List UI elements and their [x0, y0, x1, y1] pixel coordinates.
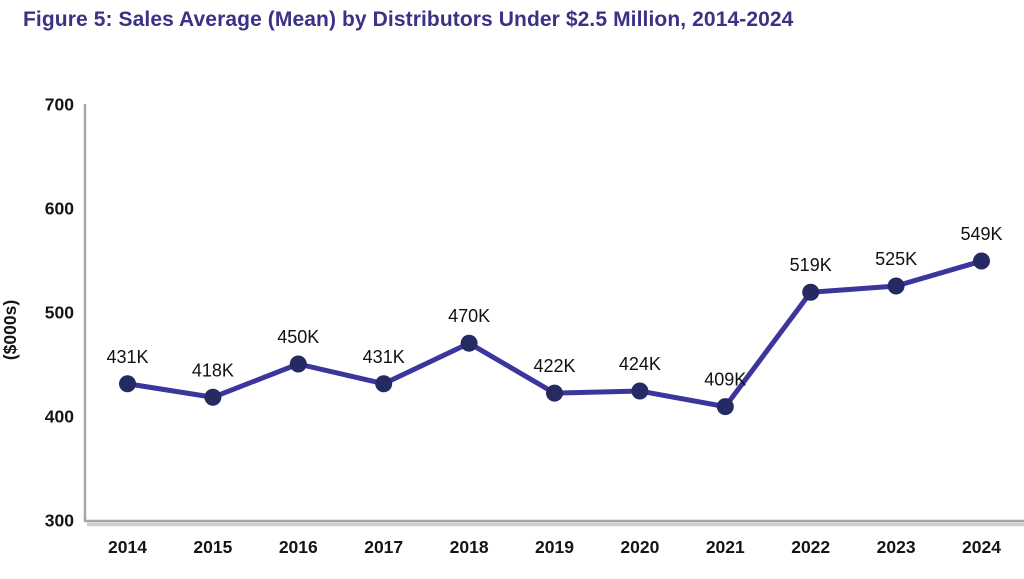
y-tick-label: 600 [45, 199, 74, 219]
data-point-marker [460, 334, 478, 352]
data-point-marker [973, 252, 990, 270]
data-point-marker [119, 375, 136, 393]
data-point-marker [204, 388, 222, 406]
data-point-marker [289, 355, 307, 373]
data-point-label: 450K [277, 327, 319, 347]
x-tick-label: 2022 [791, 537, 830, 557]
data-point-label: 470K [448, 306, 490, 326]
data-point-label: 424K [619, 354, 661, 374]
data-point-label: 409K [704, 370, 746, 390]
data-point-label: 525K [875, 249, 917, 269]
data-point-marker [375, 375, 393, 393]
y-tick-label: 400 [45, 407, 74, 427]
data-point-label: 519K [790, 255, 832, 275]
x-tick-label: 2024 [962, 537, 1001, 557]
plot-area [85, 104, 1024, 520]
y-tick-label: 700 [45, 95, 74, 115]
data-point-label: 418K [192, 360, 234, 380]
x-tick-label: 2023 [877, 537, 916, 557]
x-tick-label: 2014 [108, 537, 147, 557]
y-tick-label: 500 [45, 303, 74, 323]
data-point-label: 431K [106, 347, 148, 367]
x-tick-label: 2019 [535, 537, 574, 557]
data-point-marker [802, 283, 820, 301]
x-tick-label: 2018 [450, 537, 489, 557]
x-tick-label: 2015 [193, 537, 232, 557]
x-tick-label: 2016 [279, 537, 318, 557]
data-point-label: 422K [533, 356, 575, 376]
data-point-marker [887, 277, 905, 295]
data-point-label: 549K [960, 224, 1002, 244]
x-tick-label: 2020 [620, 537, 659, 557]
data-point-label: 431K [363, 347, 405, 367]
data-point-marker [546, 384, 563, 402]
y-axis-title: ($000s) [0, 300, 20, 360]
data-point-marker [631, 382, 649, 400]
x-tick-label: 2021 [706, 537, 745, 557]
chart-title: Figure 5: Sales Average (Mean) by Distri… [23, 8, 794, 31]
x-tick-label: 2017 [364, 537, 403, 557]
data-point-marker [716, 398, 734, 416]
y-tick-label: 300 [45, 511, 74, 531]
